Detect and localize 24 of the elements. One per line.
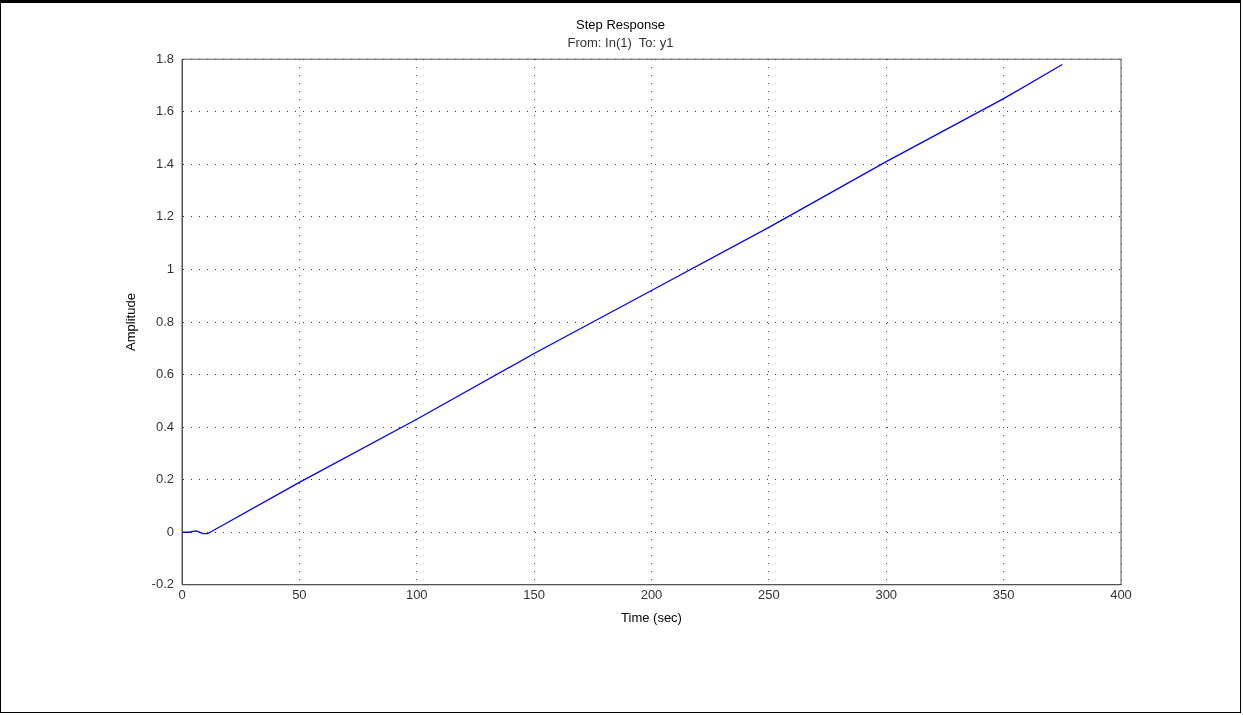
y-tick-label: 0.2 bbox=[155, 471, 174, 487]
x-tick-label: 0 bbox=[178, 587, 186, 603]
x-tick-label: 100 bbox=[405, 587, 428, 603]
y-tick-label: 0.6 bbox=[155, 366, 174, 382]
y-tick-label: 0.8 bbox=[155, 313, 174, 329]
x-tick-label: 150 bbox=[523, 587, 545, 603]
x-tick-label: 200 bbox=[640, 587, 663, 603]
y-tick-label: 0.4 bbox=[155, 418, 174, 434]
x-tick-label: 50 bbox=[292, 587, 307, 603]
y-tick-label: 1.2 bbox=[155, 208, 174, 224]
y-tick-label: -0.2 bbox=[151, 576, 174, 592]
y-tick-label: 1.8 bbox=[155, 50, 174, 66]
x-tick-label: 350 bbox=[992, 587, 1015, 603]
y-tick-label: 0 bbox=[166, 523, 174, 539]
y-tick-label: 1 bbox=[166, 261, 174, 277]
chart-title: Step Response bbox=[576, 17, 665, 33]
chart-subtitle: From: In(1) To: y1 bbox=[567, 34, 674, 50]
x-tick-label: 300 bbox=[875, 587, 898, 603]
y-tick-label: 1.6 bbox=[155, 103, 174, 119]
x-axis-title: Time (sec) bbox=[621, 609, 682, 625]
x-tick-label: 400 bbox=[1110, 587, 1132, 603]
y-tick-label: 1.4 bbox=[155, 155, 174, 171]
x-tick-label: 250 bbox=[758, 587, 780, 603]
y-axis-title: Amplitude bbox=[123, 293, 139, 351]
